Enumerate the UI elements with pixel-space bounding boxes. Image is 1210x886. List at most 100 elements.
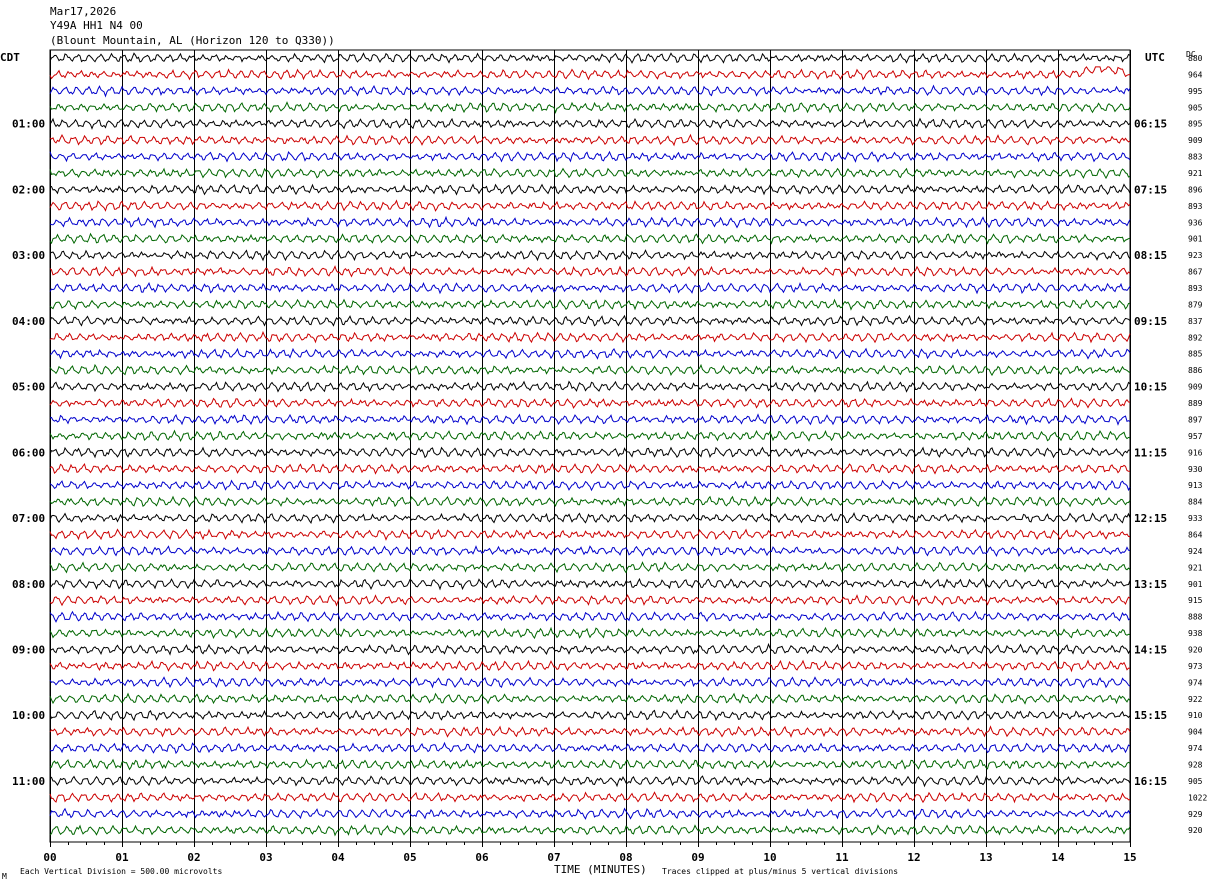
right-hour-label: 12:15 [1134, 512, 1167, 525]
dc-offset-label: 974 [1188, 744, 1203, 753]
x-tick-label: 15 [1123, 851, 1136, 864]
trace-line [49, 824, 1131, 837]
dc-offset-label: 916 [1188, 448, 1203, 457]
trace-line [49, 199, 1131, 212]
right-timezone-label: UTC [1145, 51, 1165, 64]
dc-offset-label: 880 [1188, 54, 1203, 63]
trace-line [49, 52, 1131, 64]
trace-line [49, 380, 1131, 393]
x-tick-label: 06 [475, 851, 489, 864]
x-tick-label: 10 [763, 851, 776, 864]
dc-offset-label: 923 [1188, 251, 1203, 260]
dc-offset-label: 930 [1188, 465, 1203, 474]
trace-line [49, 676, 1131, 689]
dc-offset-label: 905 [1188, 777, 1203, 786]
trace-line [49, 528, 1131, 541]
left-hour-label: 06:00 [12, 446, 45, 459]
left-hour-label: 01:00 [12, 118, 45, 131]
plot-frame [49, 49, 1131, 843]
dc-header: DC [1186, 50, 1196, 59]
trace-line [49, 347, 1131, 360]
dc-offset-label: 889 [1188, 399, 1203, 408]
dc-offset-label: 957 [1188, 432, 1203, 441]
dc-offset-label: 864 [1188, 530, 1203, 539]
trace-line [49, 561, 1131, 574]
left-hour-label: 04:00 [12, 315, 45, 328]
plot-date: Mar17,2026 [50, 5, 117, 18]
trace-line [49, 397, 1131, 409]
left-hour-label: 11:00 [12, 775, 45, 788]
dc-offset-label: 938 [1188, 629, 1203, 638]
trace-line [49, 758, 1131, 771]
dc-offset-label: 892 [1188, 333, 1203, 342]
trace-line [49, 133, 1131, 147]
dc-offset-label: 995 [1188, 87, 1203, 96]
trace-line [49, 577, 1131, 591]
left-hour-label: 08:00 [12, 578, 45, 591]
trace-line [49, 330, 1131, 344]
right-hour-label: 10:15 [1134, 381, 1167, 394]
dc-offset-label: 837 [1188, 317, 1203, 326]
x-tick-label: 02 [187, 851, 200, 864]
trace-line [49, 659, 1131, 673]
trace-line [49, 610, 1131, 623]
clip-note: Traces clipped at plus/minus 5 vertical … [662, 867, 899, 876]
trace-line [49, 150, 1131, 163]
trace-line [49, 807, 1131, 820]
dc-offset-label: 909 [1188, 383, 1203, 392]
dc-offset-label: 893 [1188, 202, 1203, 211]
dc-offset-label: 897 [1188, 415, 1203, 424]
dc-offset-label: 921 [1188, 169, 1203, 178]
dc-offset-label: 933 [1188, 514, 1203, 523]
trace-line [49, 249, 1131, 262]
trace-line [49, 413, 1131, 426]
dc-offset-label: 920 [1188, 645, 1203, 654]
x-tick-label: 01 [115, 851, 129, 864]
trace-line [49, 298, 1131, 311]
trace-line [49, 101, 1131, 114]
trace-line [49, 84, 1131, 98]
dc-offset-label: 973 [1188, 662, 1203, 671]
dc-offset-label: 929 [1188, 810, 1203, 819]
left-hour-label: 05:00 [12, 381, 45, 394]
x-tick-label: 13 [979, 851, 992, 864]
dc-offset-label: 928 [1188, 760, 1203, 769]
x-tick-label: 00 [43, 851, 56, 864]
trace-line [49, 232, 1131, 245]
trace-line [49, 692, 1131, 705]
dc-offset-label: 879 [1188, 300, 1203, 309]
dc-offset-label: 886 [1188, 366, 1203, 375]
dc-offset-label: 896 [1188, 185, 1203, 194]
x-tick-label: 14 [1051, 851, 1065, 864]
trace-line [49, 117, 1131, 130]
trace-line [49, 215, 1131, 229]
x-tick-label: 12 [907, 851, 920, 864]
trace-line [49, 741, 1131, 755]
trace-line [49, 512, 1131, 525]
dc-offset-label: 936 [1188, 218, 1203, 227]
right-hour-label: 06:15 [1134, 118, 1167, 131]
trace-line [49, 265, 1131, 278]
trace-line [49, 545, 1131, 557]
right-hour-label: 14:15 [1134, 643, 1167, 656]
x-tick-label: 03 [259, 851, 272, 864]
trace-line [49, 791, 1131, 804]
trace-line [49, 314, 1131, 327]
dc-offset-label: 1022 [1188, 793, 1207, 802]
x-tick-label: 11 [835, 851, 849, 864]
dc-offset-label: 895 [1188, 120, 1203, 129]
dc-offset-label: 915 [1188, 596, 1203, 605]
station-location: (Blount Mountain, AL (Horizon 120 to Q33… [50, 34, 335, 47]
corner-mark: M [2, 872, 7, 881]
division-note: Each Vertical Division = 500.00 microvol… [20, 867, 223, 876]
dc-offset-label: 901 [1188, 580, 1203, 589]
dc-offset-label: 904 [1188, 728, 1203, 737]
x-tick-label: 05 [403, 851, 416, 864]
trace-line [49, 725, 1131, 738]
left-hour-label: 02:00 [12, 183, 45, 196]
x-tick-label: 08 [619, 851, 632, 864]
trace-line [49, 66, 1131, 81]
dc-offset-label: 883 [1188, 153, 1203, 162]
right-hour-label: 11:15 [1134, 446, 1167, 459]
